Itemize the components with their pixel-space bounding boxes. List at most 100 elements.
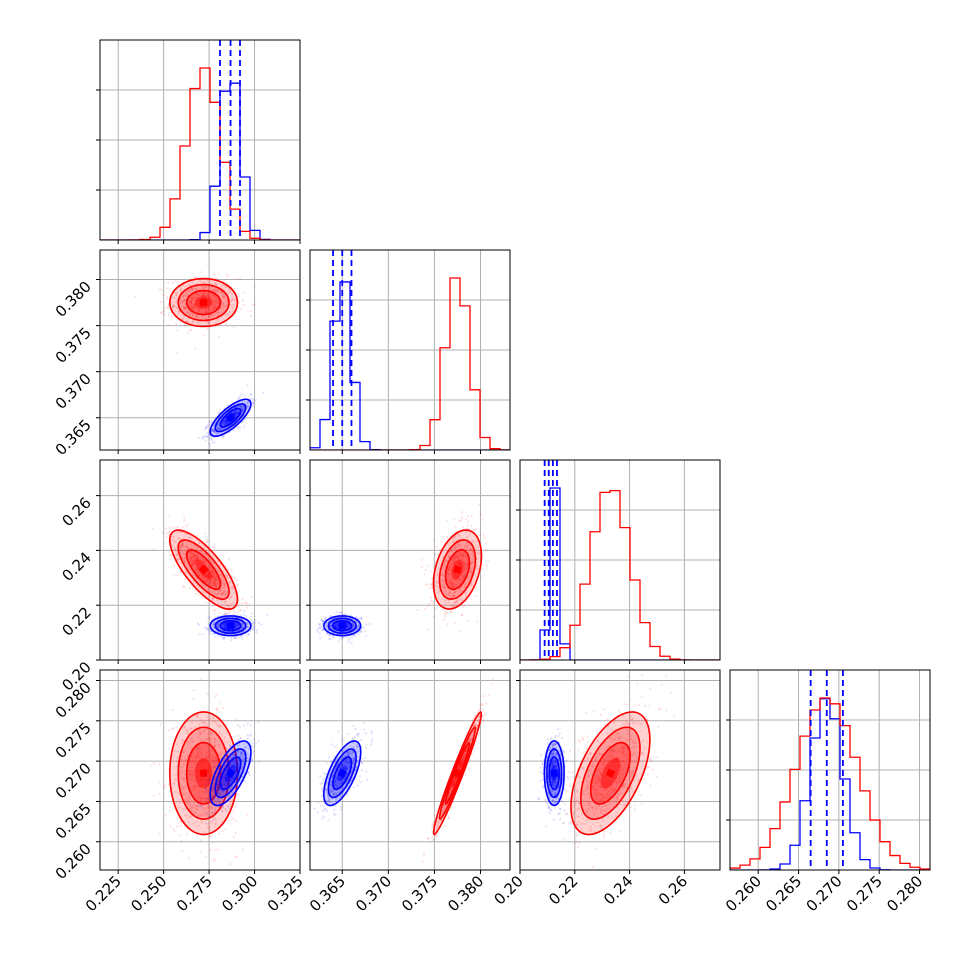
sample-point [183,294,186,298]
sample-point [214,281,217,285]
sample-point [211,576,214,580]
sample-point [202,577,205,581]
sample-point [194,575,197,578]
sample-point [215,585,218,589]
sample-point [201,576,204,579]
sample-point [448,541,451,544]
sample-point [447,568,450,571]
density-peak [198,564,209,575]
sample-point [321,619,324,623]
sample-point [216,707,219,710]
sample-point [190,778,194,781]
sample-point [341,636,344,639]
sample-point [205,578,208,582]
sample-point [233,637,236,640]
sample-point [212,306,216,309]
sample-point [214,299,217,302]
sample-point [245,606,248,609]
sample-point [234,831,237,835]
sample-point [191,759,194,762]
sample-point [198,633,201,636]
sample-point [452,583,455,587]
sample-point [199,813,202,816]
sample-point [237,605,240,608]
sample-point [453,585,456,588]
sample-point [193,801,196,804]
sample-point [452,541,455,544]
sample-point [185,308,188,311]
sample-point [224,622,227,625]
sample-point [352,626,355,629]
sample-point [165,287,168,290]
sample-point [224,423,227,426]
sample-point [203,749,206,752]
sample-point [218,800,221,803]
contour-line [214,617,247,634]
sample-point [240,767,243,770]
sample-point [209,737,212,740]
sample-point [198,542,201,545]
sample-point [432,539,436,542]
sample-point [243,425,246,428]
sample-point [453,560,456,563]
sample-point [185,758,188,762]
sample-point [469,548,472,551]
sample-point [188,769,191,772]
sample-point [251,628,254,631]
sample-point [211,309,214,312]
sample-point [194,758,197,761]
sample-point [223,583,226,586]
sample-point [190,307,193,310]
panel-3-2 [309,459,511,661]
sample-point [465,594,468,597]
sample-point [223,622,226,626]
sample-point [248,403,251,406]
sample-point [199,799,202,802]
sample-point [224,612,227,615]
sample-point [209,560,212,563]
sample-point [235,771,238,774]
sample-point [184,291,187,294]
sample-point [187,772,190,775]
sample-point [484,548,487,551]
sample-point [192,555,195,558]
density-contours [209,615,252,637]
sample-point [364,630,367,633]
sample-point [215,301,218,304]
sample-point [216,593,219,596]
sample-point [447,601,450,605]
sample-point [456,583,459,586]
sample-point [212,794,215,798]
sample-point [206,327,209,330]
sample-point [442,566,445,569]
sample-point [183,556,187,560]
sample-point [339,637,342,641]
sample-point [211,569,214,572]
sample-point [209,759,213,762]
sample-point [464,544,467,547]
sample-point [184,570,187,573]
sample-point [204,316,207,319]
sample-point [221,296,224,299]
sample-point [182,293,185,296]
sample-point [195,555,198,558]
sample-point [479,513,482,516]
sample-point [180,545,183,548]
sample-point [210,437,213,440]
sample-point [327,628,330,632]
sample-point [448,550,451,554]
sample-point [195,321,198,324]
sample-point [203,797,206,800]
sample-point [227,576,230,580]
sample-point [465,600,468,603]
sample-point [190,563,194,566]
sample-point [192,555,195,559]
sample-point [181,785,184,788]
sample-point [221,422,224,425]
sample-point [454,535,457,538]
sample-point [467,535,470,538]
sample-point [322,628,325,631]
sample-point [220,732,223,736]
sample-point [212,766,215,769]
sample-point [184,560,187,563]
